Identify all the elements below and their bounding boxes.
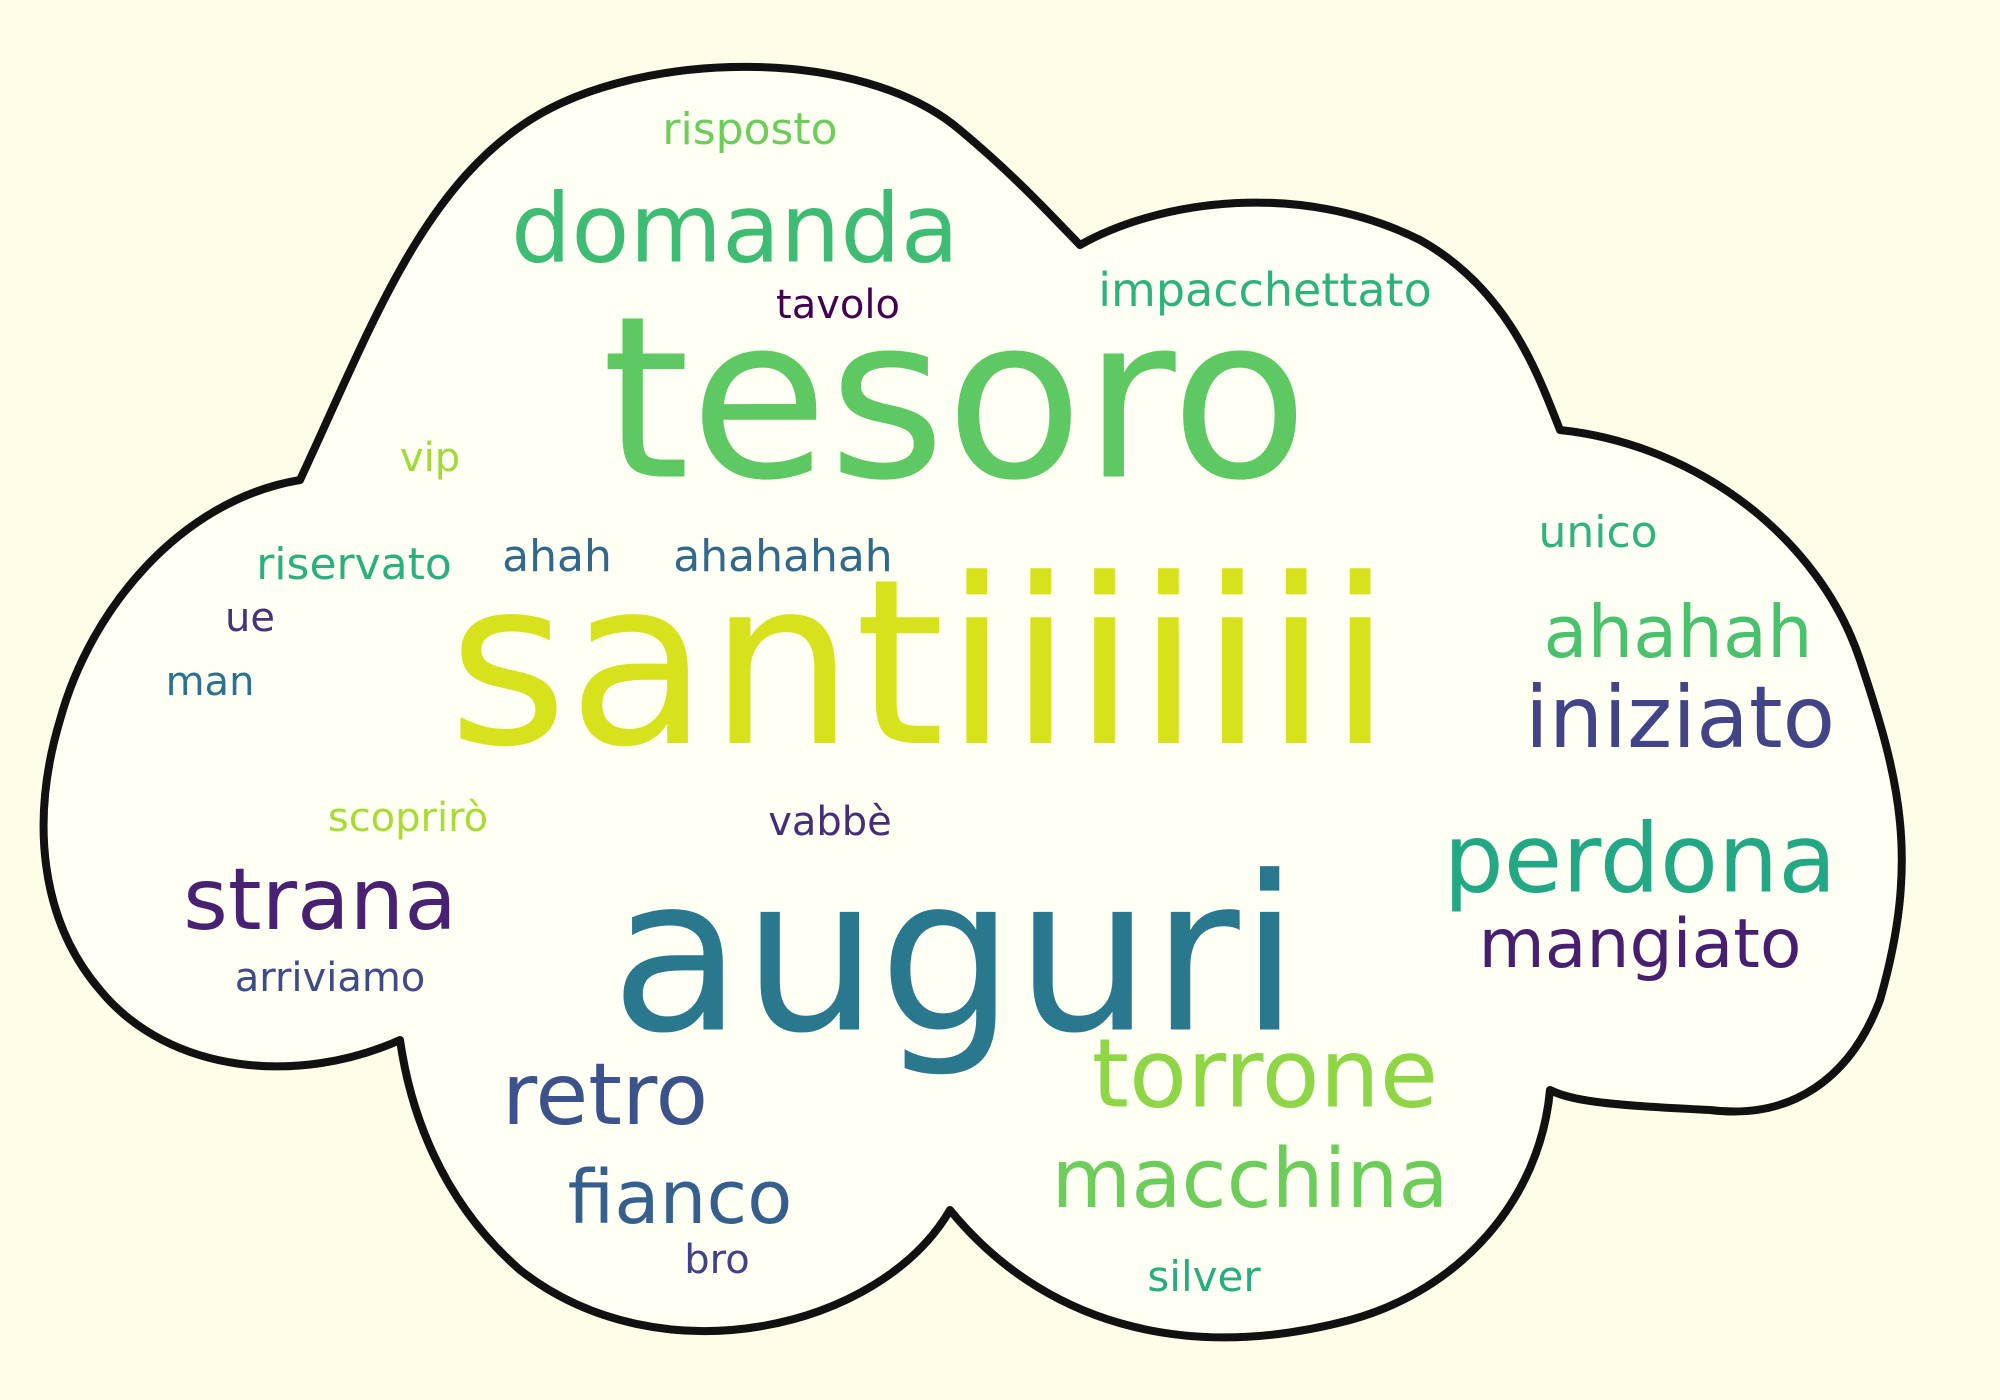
- word-ahahahah: ahahahah: [673, 531, 893, 582]
- word-retro: retro: [501, 1045, 709, 1145]
- word-ahah: ahah: [502, 531, 612, 582]
- word-iniziato: iniziato: [1524, 668, 1836, 768]
- word-vabbe: vabbè: [768, 799, 892, 845]
- word-macchina: macchina: [1051, 1132, 1449, 1227]
- word-mangiato: mangiato: [1478, 905, 1802, 984]
- word-domanda: domanda: [511, 174, 959, 285]
- word-fianco: fianco: [567, 1155, 793, 1241]
- word-unico: unico: [1538, 507, 1658, 558]
- word-perdona: perdona: [1443, 804, 1837, 915]
- word-impacchettato: impacchettato: [1098, 263, 1432, 317]
- word-arriviamo: arriviamo: [234, 955, 426, 1001]
- word-man: man: [165, 659, 255, 705]
- word-santiiiiiii: santiiiiiii: [447, 531, 1393, 798]
- word-strana: strana: [183, 850, 457, 950]
- word-torrone: torrone: [1091, 1019, 1439, 1130]
- word-bro: bro: [684, 1237, 750, 1283]
- word-tesoro: tesoro: [601, 268, 1309, 531]
- word-riservato: riservato: [256, 539, 452, 590]
- word-ue: ue: [225, 595, 275, 641]
- cloud-outline: [39, 62, 1906, 1342]
- word-ahahah: ahahah: [1543, 590, 1813, 674]
- word-auguri: auguri: [610, 829, 1300, 1081]
- word-tavolo: tavolo: [776, 282, 900, 328]
- word-vip: vip: [399, 435, 461, 481]
- word-silver: silver: [1147, 1252, 1261, 1301]
- word-scopriro: scoprirò: [327, 795, 489, 841]
- word-risposto: risposto: [662, 104, 838, 155]
